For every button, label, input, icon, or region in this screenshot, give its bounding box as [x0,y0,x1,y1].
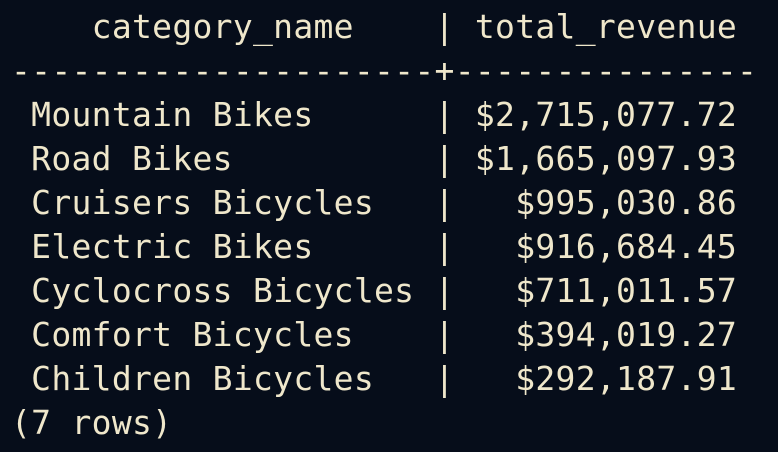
table-row: Cyclocross Bicycles | $711,011.57 [11,271,738,310]
table-row: Children Bicycles | $292,187.91 [11,359,738,398]
table-row: Mountain Bikes | $2,715,077.72 [11,95,738,134]
row-count: (7 rows) [11,403,173,442]
table-separator: ---------------------+--------------- [11,51,758,90]
table-row: Comfort Bicycles | $394,019.27 [11,315,738,354]
table-row: Electric Bikes | $916,684.45 [11,227,738,266]
table-row: Cruisers Bicycles | $995,030.86 [11,183,738,222]
table-row: Road Bikes | $1,665,097.93 [11,139,738,178]
table-header: category_name | total_revenue [11,7,738,46]
